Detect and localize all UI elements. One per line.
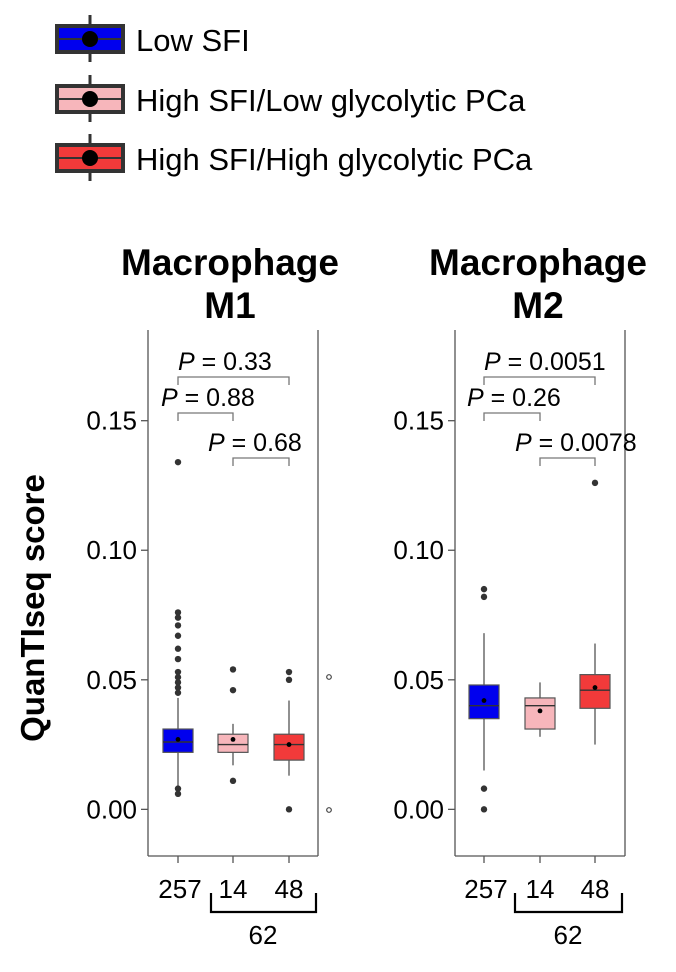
outlier-point xyxy=(174,689,182,696)
y-tick-label: 0.00 xyxy=(393,794,444,824)
y-tick-label: 0.15 xyxy=(86,406,137,436)
p-value-label: P = 0.26 xyxy=(467,384,561,412)
outlier-point xyxy=(174,785,182,792)
p-value-label: P = 0.33 xyxy=(178,348,272,376)
mean-point xyxy=(286,742,292,747)
group-size-high-glycolytic: 48 xyxy=(581,874,610,904)
group-size-low-sfi: 257 xyxy=(158,874,201,904)
combined-bracket xyxy=(513,893,624,914)
outlier-point xyxy=(480,593,488,601)
outlier-point xyxy=(285,806,293,813)
outlier-point xyxy=(174,679,182,686)
plot-area-m1: 0.00 0.05 0.10 0.15 P = 0.33 P = 0.88 P = 0.68 xyxy=(86,330,319,863)
legend-label-high-sfi-low-glycolytic: High SFI/Low glycolytic PCa xyxy=(136,83,526,118)
legend-item-high-sfi-low-glycolytic: High SFI/Low glycolytic PCa xyxy=(55,75,526,122)
y-tick-label: 0.00 xyxy=(86,794,137,824)
outlier-point xyxy=(174,790,182,798)
legend-mean-dot xyxy=(82,91,98,107)
outlier-point xyxy=(591,479,599,487)
outlier-point xyxy=(480,785,488,792)
outlier-point xyxy=(174,609,182,616)
group-size-low-glycolytic: 14 xyxy=(526,874,555,904)
mean-point xyxy=(481,698,487,703)
significance-bracket xyxy=(177,412,234,421)
outlier-point xyxy=(480,585,488,593)
group-size-low-glycolytic: 14 xyxy=(219,874,248,904)
significance-bracket xyxy=(232,457,290,466)
panel-title-line1: Macrophage xyxy=(121,242,339,283)
box xyxy=(273,733,305,761)
mean-point xyxy=(537,708,543,714)
outlier-point xyxy=(285,676,293,684)
legend-item-low-sfi: Low SFI xyxy=(55,15,250,62)
significance-bracket xyxy=(177,376,290,385)
box xyxy=(217,733,249,753)
legend-mean-dot xyxy=(82,150,98,166)
outlier-point xyxy=(229,666,237,673)
stray-marker xyxy=(326,807,332,813)
outlier-point xyxy=(285,668,293,676)
legend-label-high-sfi-high-glycolytic: High SFI/High glycolytic PCa xyxy=(136,142,533,177)
y-tick-label: 0.05 xyxy=(86,665,137,695)
p-value-label: P = 0.0051 xyxy=(484,348,606,376)
legend-label-low-sfi: Low SFI xyxy=(136,23,250,58)
p-value-label: P = 0.68 xyxy=(208,429,302,457)
mean-point xyxy=(230,736,236,742)
panel-macrophage-m2: Macrophage M2 0.00 0.05 0.10 0.15 P = 0.0051… xyxy=(393,242,647,950)
p-value-label: P = 0.0078 xyxy=(515,429,637,457)
outlier-point xyxy=(174,655,182,663)
outlier-point xyxy=(174,668,182,676)
outlier-point xyxy=(174,674,182,681)
group-size-combined: 62 xyxy=(554,920,583,950)
mean-point xyxy=(592,685,598,690)
legend: Low SFI High SFI/Low glycolytic PCa High… xyxy=(55,15,533,181)
p-value-label: P = 0.88 xyxy=(161,384,255,412)
stray-marker xyxy=(326,674,332,680)
panel-macrophage-m1: Macrophage M1 0.00 0.05 0.10 0.15 P = 0.33 P … xyxy=(86,242,339,950)
group-size-high-glycolytic: 48 xyxy=(275,874,304,904)
panel-title-line2: M1 xyxy=(204,285,255,326)
combined-bracket xyxy=(209,893,318,914)
significance-bracket xyxy=(483,412,541,421)
panel-title-line1: Macrophage xyxy=(429,242,647,283)
panel-title-line2: M2 xyxy=(512,285,563,326)
outlier-point xyxy=(174,684,182,691)
outlier-point xyxy=(174,632,182,639)
mean-point xyxy=(175,736,181,742)
plot-area-m2: 0.00 0.05 0.10 0.15 P = 0.0051 P = 0.26 P = 0.… xyxy=(393,330,637,863)
outlier-point xyxy=(174,614,182,621)
box xyxy=(524,697,556,730)
outlier-point xyxy=(229,777,237,785)
y-tick-label: 0.15 xyxy=(393,406,444,436)
outlier-point xyxy=(229,686,237,694)
legend-item-high-sfi-high-glycolytic: High SFI/High glycolytic PCa xyxy=(55,134,533,181)
outlier-point xyxy=(480,806,488,813)
group-size-combined: 62 xyxy=(249,920,278,950)
group-size-low-sfi: 257 xyxy=(464,874,507,904)
box xyxy=(579,674,611,709)
significance-bracket xyxy=(539,457,596,466)
outlier-point xyxy=(174,458,182,466)
significance-bracket xyxy=(483,376,596,385)
y-tick-label: 0.05 xyxy=(393,665,444,695)
y-tick-label: 0.10 xyxy=(393,535,444,565)
outlier-point xyxy=(174,645,182,652)
y-tick-label: 0.10 xyxy=(86,535,137,565)
y-axis-label: QuanTIseq score xyxy=(14,474,51,742)
legend-mean-dot xyxy=(82,31,98,47)
outlier-point xyxy=(174,622,182,629)
